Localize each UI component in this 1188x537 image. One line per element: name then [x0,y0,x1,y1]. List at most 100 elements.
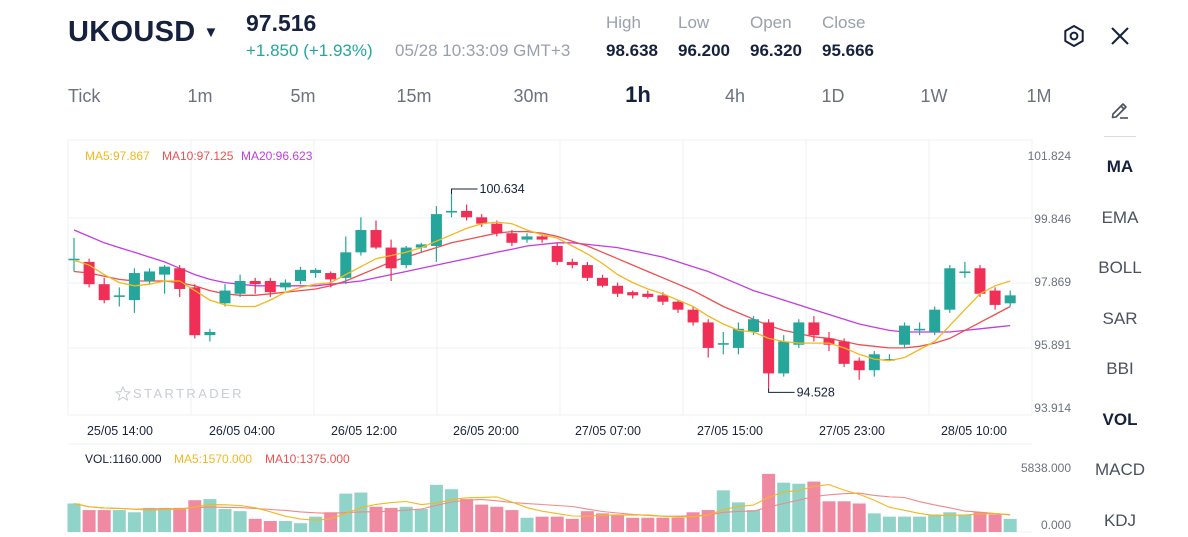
candle [98,277,110,304]
candle [551,242,563,266]
draw-pen-icon[interactable] [1109,98,1131,125]
volume-bar [807,481,821,532]
gear-icon[interactable] [1062,24,1086,53]
volume-bar [973,512,987,532]
chart-area[interactable]: STARTRADER 101.824 99.846 97.869 95.891 93.9… [0,128,1080,537]
indicator-ema[interactable]: EMA [1101,208,1139,227]
candle [672,300,684,313]
time-tick-label: 26/05 20:00 [453,424,519,438]
price-tick-label: 99.846 [1034,212,1071,226]
tab-30m[interactable]: 30m [513,86,549,106]
volume-bar [943,512,957,532]
indicator-kdj[interactable]: KDJ [1103,511,1137,530]
time-tick-label: 26/05 04:00 [209,424,275,438]
indicator-ma[interactable]: MA [1106,157,1134,176]
high-marker-line [451,188,478,195]
candle [506,230,518,246]
tab-1w[interactable]: 1W [920,86,948,106]
watermark: STARTRADER [114,385,242,402]
candle-body [612,285,624,294]
candle-body [461,210,473,218]
indicator-macd[interactable]: MACD [1094,460,1146,479]
time-tick-label: 26/05 12:00 [331,424,397,438]
candle-body [83,261,95,285]
volume-bar [278,521,292,532]
volume-bar [218,508,232,532]
indicator-vol[interactable]: VOL [1102,410,1138,429]
legend-ma5: MA5:97.867 [85,149,150,163]
ma10-path [73,230,1011,349]
volume-bar [580,511,594,532]
time-tick-label: 28/05 10:00 [941,424,1007,438]
candle [642,290,654,299]
stat-value: 96.200 [678,41,730,60]
price-tick-label: 101.824 [1028,149,1072,163]
volume-bar [867,513,881,532]
candle-body [506,233,518,243]
candle-body [159,266,171,275]
volume-bar [988,514,1002,532]
candle [249,277,261,294]
volume-bar [429,484,443,532]
sidebar-divider [1104,136,1136,137]
close-icon[interactable] [1108,24,1132,53]
candle [974,265,986,297]
legend-vol-ma10: MA10:1375.000 [265,452,350,466]
candle-body [808,322,820,336]
candle [612,282,624,297]
tab-1m[interactable]: 1m [187,86,213,106]
tab-1h[interactable]: 1h [625,82,651,107]
candle [597,274,608,288]
high-label: 100.634 [480,182,525,196]
volume-bar [550,516,564,532]
indicator-bbi[interactable]: BBI [1106,359,1134,378]
candle [355,217,367,256]
candle-body [491,223,503,234]
volume-bars [67,473,1017,532]
stat-value: 95.666 [822,41,874,60]
candle-body [687,309,699,323]
indicator-boll[interactable]: BOLL [1098,258,1142,277]
volume-bar [958,514,972,532]
candle-body [778,341,790,374]
tab-4h[interactable]: 4h [724,86,746,106]
price-chart[interactable]: STARTRADER 101.824 99.846 97.869 95.891 93.9… [0,128,1080,537]
candle-body [566,261,578,266]
candle-body [1004,295,1016,304]
candle [295,266,306,285]
tab-15m[interactable]: 15m [396,86,432,106]
tab-5m[interactable]: 5m [290,86,316,106]
indicator-sar[interactable]: SAR [1102,309,1138,328]
candle [189,284,201,339]
volume-bar [158,507,172,532]
candle [340,236,352,285]
candle [264,277,276,297]
candle [325,271,337,288]
candle-body [642,293,654,297]
symbol-selector[interactable]: UKOUSD ▼ [68,16,219,49]
candle [868,351,880,377]
volume-bar [716,490,730,532]
ma10-line [73,230,1011,349]
stat-label: High [606,13,641,32]
volume-bar [535,516,549,532]
tab-1d[interactable]: 1D [821,86,845,106]
candle [234,274,246,297]
candle [491,220,503,237]
tab-1m-month[interactable]: 1M [1026,86,1052,106]
candle-body [959,271,971,274]
candle-body [868,354,880,371]
candle [219,284,231,307]
tab-tick[interactable]: Tick [68,86,101,106]
volume-bar [82,510,96,532]
candles [68,194,1016,389]
candle [536,234,548,243]
candle [883,354,895,361]
candle [732,322,744,355]
candle-body [415,244,427,248]
candle-body [430,214,442,246]
volume-bar [520,517,534,532]
volume-ma5-path [73,484,1011,521]
stat-low: Low 96.200 [678,13,730,61]
candle [581,261,593,282]
